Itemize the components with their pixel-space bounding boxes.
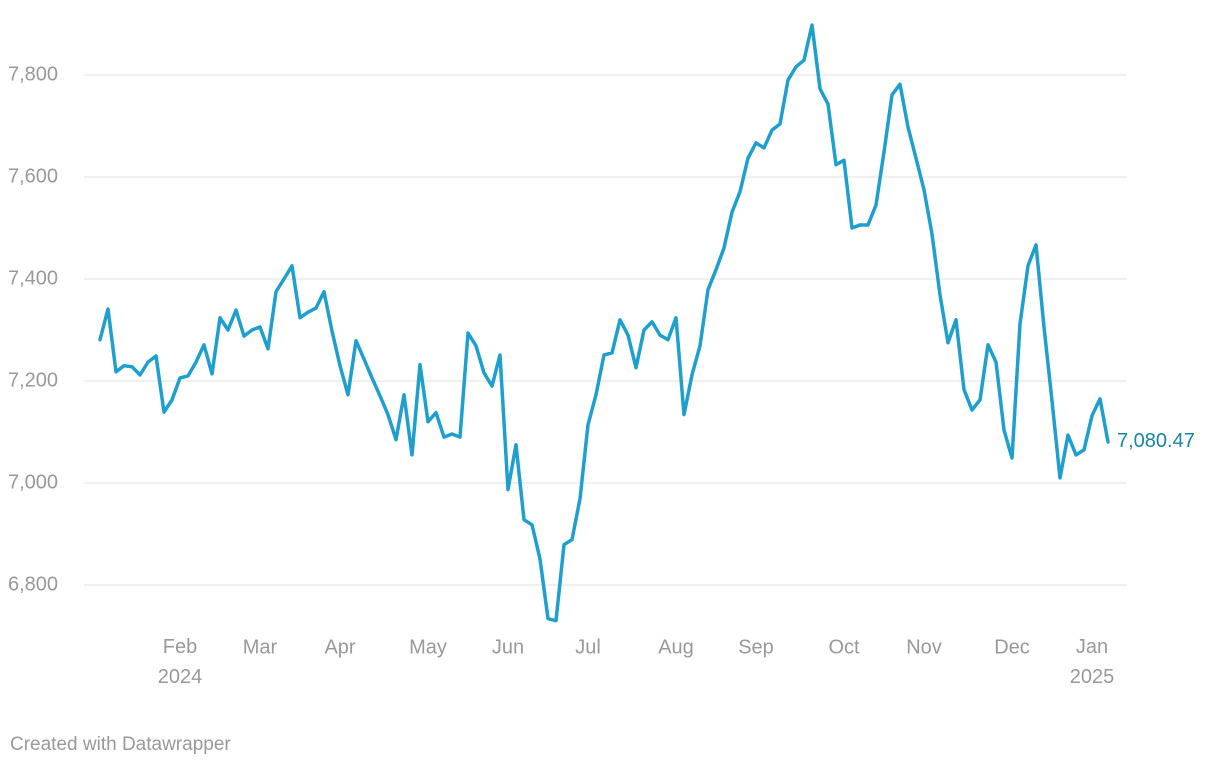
x-tick-label: Oct: [828, 636, 860, 658]
x-tick-label: Jul: [575, 636, 601, 658]
x-tick-label: Mar: [243, 636, 278, 658]
line: [98, 23, 1110, 623]
x-tick-label: May: [409, 636, 447, 658]
y-tick-label: 7,000: [8, 471, 58, 493]
y-tick-label: 7,200: [8, 369, 58, 391]
y-tick-label: 7,400: [8, 267, 58, 289]
y-tick-label: 6,800: [8, 573, 58, 595]
y-tick-label: 7,600: [8, 165, 58, 187]
y-tick-label: 7,800: [8, 63, 58, 85]
x-tick-label: Jan 2025: [1070, 636, 1115, 688]
x-tick-label: Sep: [738, 636, 774, 658]
x-tick-label: Nov: [906, 636, 942, 658]
footer: Created with Datawrapper: [10, 734, 231, 755]
x-tick-label: Feb 2024: [158, 636, 203, 688]
x-tick-label: Jun: [492, 636, 524, 658]
x-tick-label: Apr: [324, 636, 355, 658]
value-label: 7,080.47: [1117, 430, 1195, 452]
x-tick-label: Dec: [994, 636, 1030, 658]
x-tick-label: Aug: [658, 636, 694, 658]
